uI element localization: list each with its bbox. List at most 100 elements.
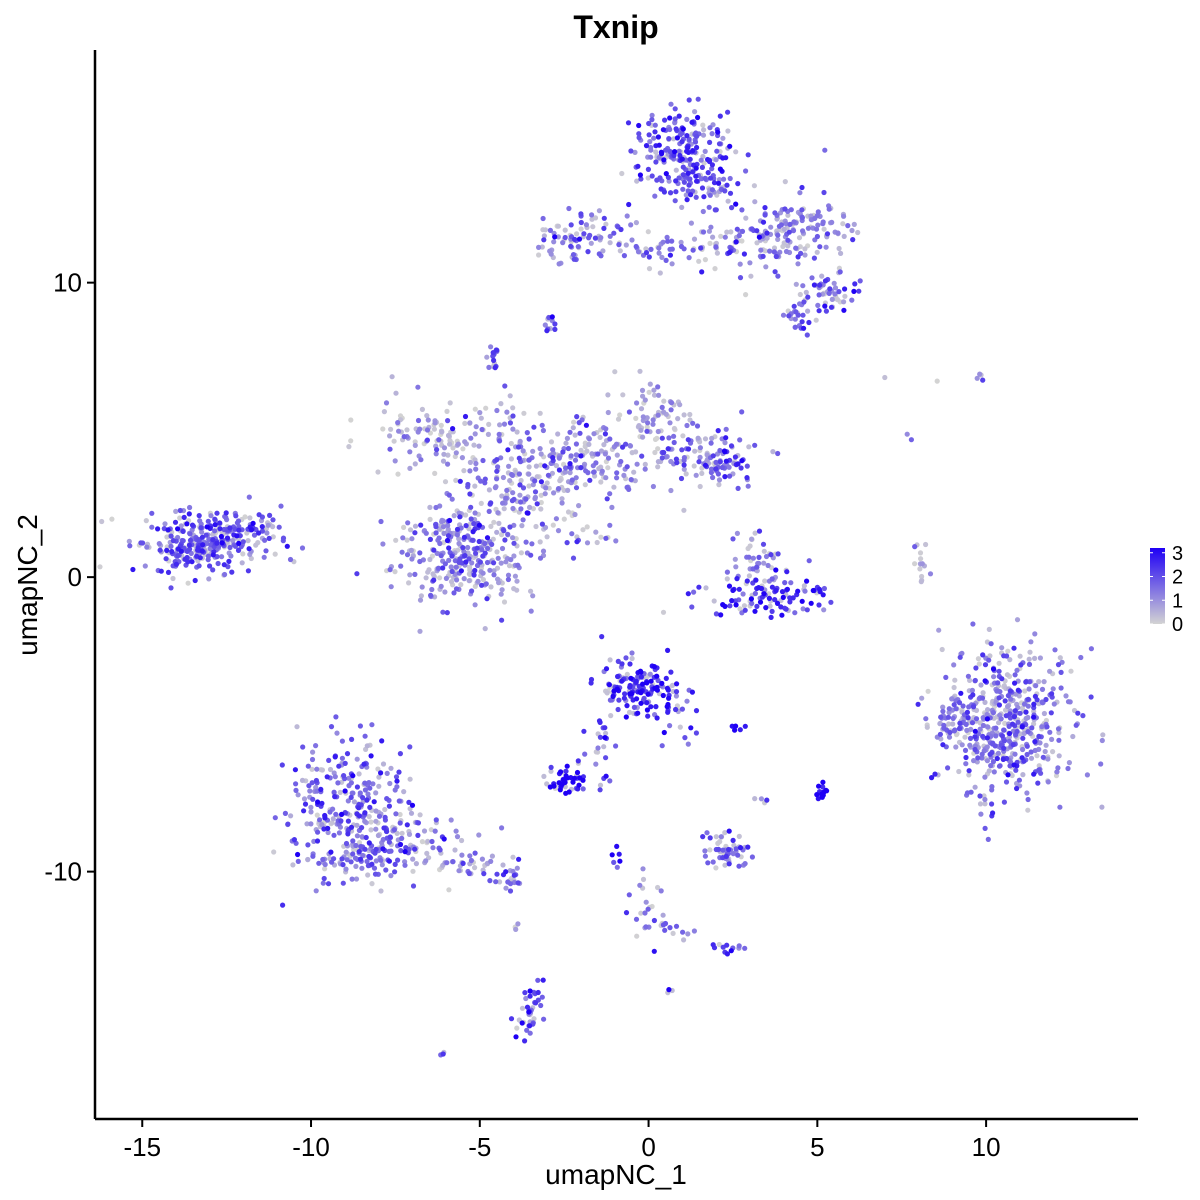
data-point — [952, 677, 958, 683]
data-point — [353, 863, 359, 870]
data-point — [537, 446, 543, 452]
data-point — [1065, 699, 1072, 705]
data-point — [425, 838, 431, 845]
data-point — [388, 584, 394, 590]
data-point — [769, 608, 775, 615]
data-point — [245, 538, 251, 544]
data-point — [1100, 732, 1106, 738]
data-point — [746, 573, 753, 579]
data-point — [996, 702, 1003, 708]
data-point — [498, 560, 504, 566]
data-point — [580, 786, 586, 792]
data-point — [1056, 737, 1062, 743]
data-point — [496, 431, 502, 437]
data-point — [790, 228, 797, 234]
data-point — [713, 459, 719, 465]
data-point — [522, 1038, 528, 1044]
data-point — [249, 527, 255, 533]
data-point — [552, 234, 558, 240]
data-point — [917, 550, 924, 556]
data-point — [340, 880, 346, 886]
data-point — [655, 884, 661, 891]
data-point — [708, 440, 714, 446]
data-point — [1027, 649, 1033, 655]
data-point — [584, 448, 590, 454]
data-point — [309, 756, 316, 763]
data-point — [737, 261, 743, 267]
data-point — [726, 846, 732, 853]
data-point — [453, 450, 459, 456]
data-point — [715, 846, 722, 853]
data-point — [716, 180, 722, 186]
data-point — [509, 535, 516, 541]
data-point — [604, 690, 610, 696]
data-point — [494, 549, 500, 555]
data-point — [432, 420, 438, 426]
data-point — [368, 819, 374, 825]
data-point — [970, 704, 977, 710]
data-point — [984, 758, 991, 764]
data-point — [368, 827, 374, 833]
data-point — [1020, 772, 1026, 778]
data-point — [663, 147, 669, 153]
data-point — [454, 532, 460, 538]
data-point — [634, 400, 640, 406]
data-point — [733, 602, 739, 608]
data-point — [720, 602, 726, 608]
data-point — [664, 234, 670, 240]
data-point — [752, 796, 758, 802]
data-point — [658, 888, 664, 894]
data-point — [316, 860, 322, 866]
data-point — [749, 536, 755, 542]
data-point — [506, 563, 513, 569]
data-point — [441, 451, 447, 457]
data-point — [702, 436, 709, 442]
data-point — [453, 828, 459, 834]
data-point — [614, 452, 620, 458]
data-point — [680, 164, 686, 170]
data-point — [538, 506, 544, 512]
data-point — [919, 573, 925, 580]
data-point — [208, 513, 214, 519]
data-point — [616, 851, 622, 857]
data-point — [313, 777, 319, 784]
data-point — [841, 213, 847, 219]
data-point — [619, 678, 625, 684]
data-point — [214, 540, 220, 546]
data-point — [729, 598, 735, 604]
data-point — [816, 783, 822, 789]
data-point — [514, 865, 520, 871]
data-point — [1017, 653, 1023, 659]
data-point — [657, 270, 663, 276]
data-point — [918, 556, 924, 562]
data-point — [348, 438, 354, 444]
data-point — [734, 530, 741, 537]
data-point — [165, 569, 172, 576]
data-point — [849, 227, 855, 234]
data-point — [327, 766, 334, 773]
data-point — [305, 856, 311, 863]
data-point — [397, 413, 404, 419]
data-point — [728, 948, 734, 954]
data-point — [540, 215, 546, 222]
data-point — [634, 461, 640, 467]
data-point — [715, 471, 722, 477]
data-point — [1020, 746, 1026, 753]
data-point — [524, 510, 530, 516]
data-point — [195, 547, 201, 553]
data-point — [828, 599, 834, 605]
data-point — [980, 652, 986, 658]
data-point — [603, 221, 609, 227]
data-point — [200, 542, 206, 548]
data-point — [1028, 755, 1035, 761]
data-point — [362, 846, 368, 852]
data-point — [603, 730, 609, 736]
data-point — [428, 827, 434, 833]
data-point — [388, 765, 394, 771]
data-point — [978, 682, 984, 688]
data-point — [722, 188, 728, 194]
data-point — [622, 691, 628, 697]
data-point — [685, 446, 692, 452]
data-point — [1043, 742, 1049, 748]
data-point — [499, 617, 505, 623]
